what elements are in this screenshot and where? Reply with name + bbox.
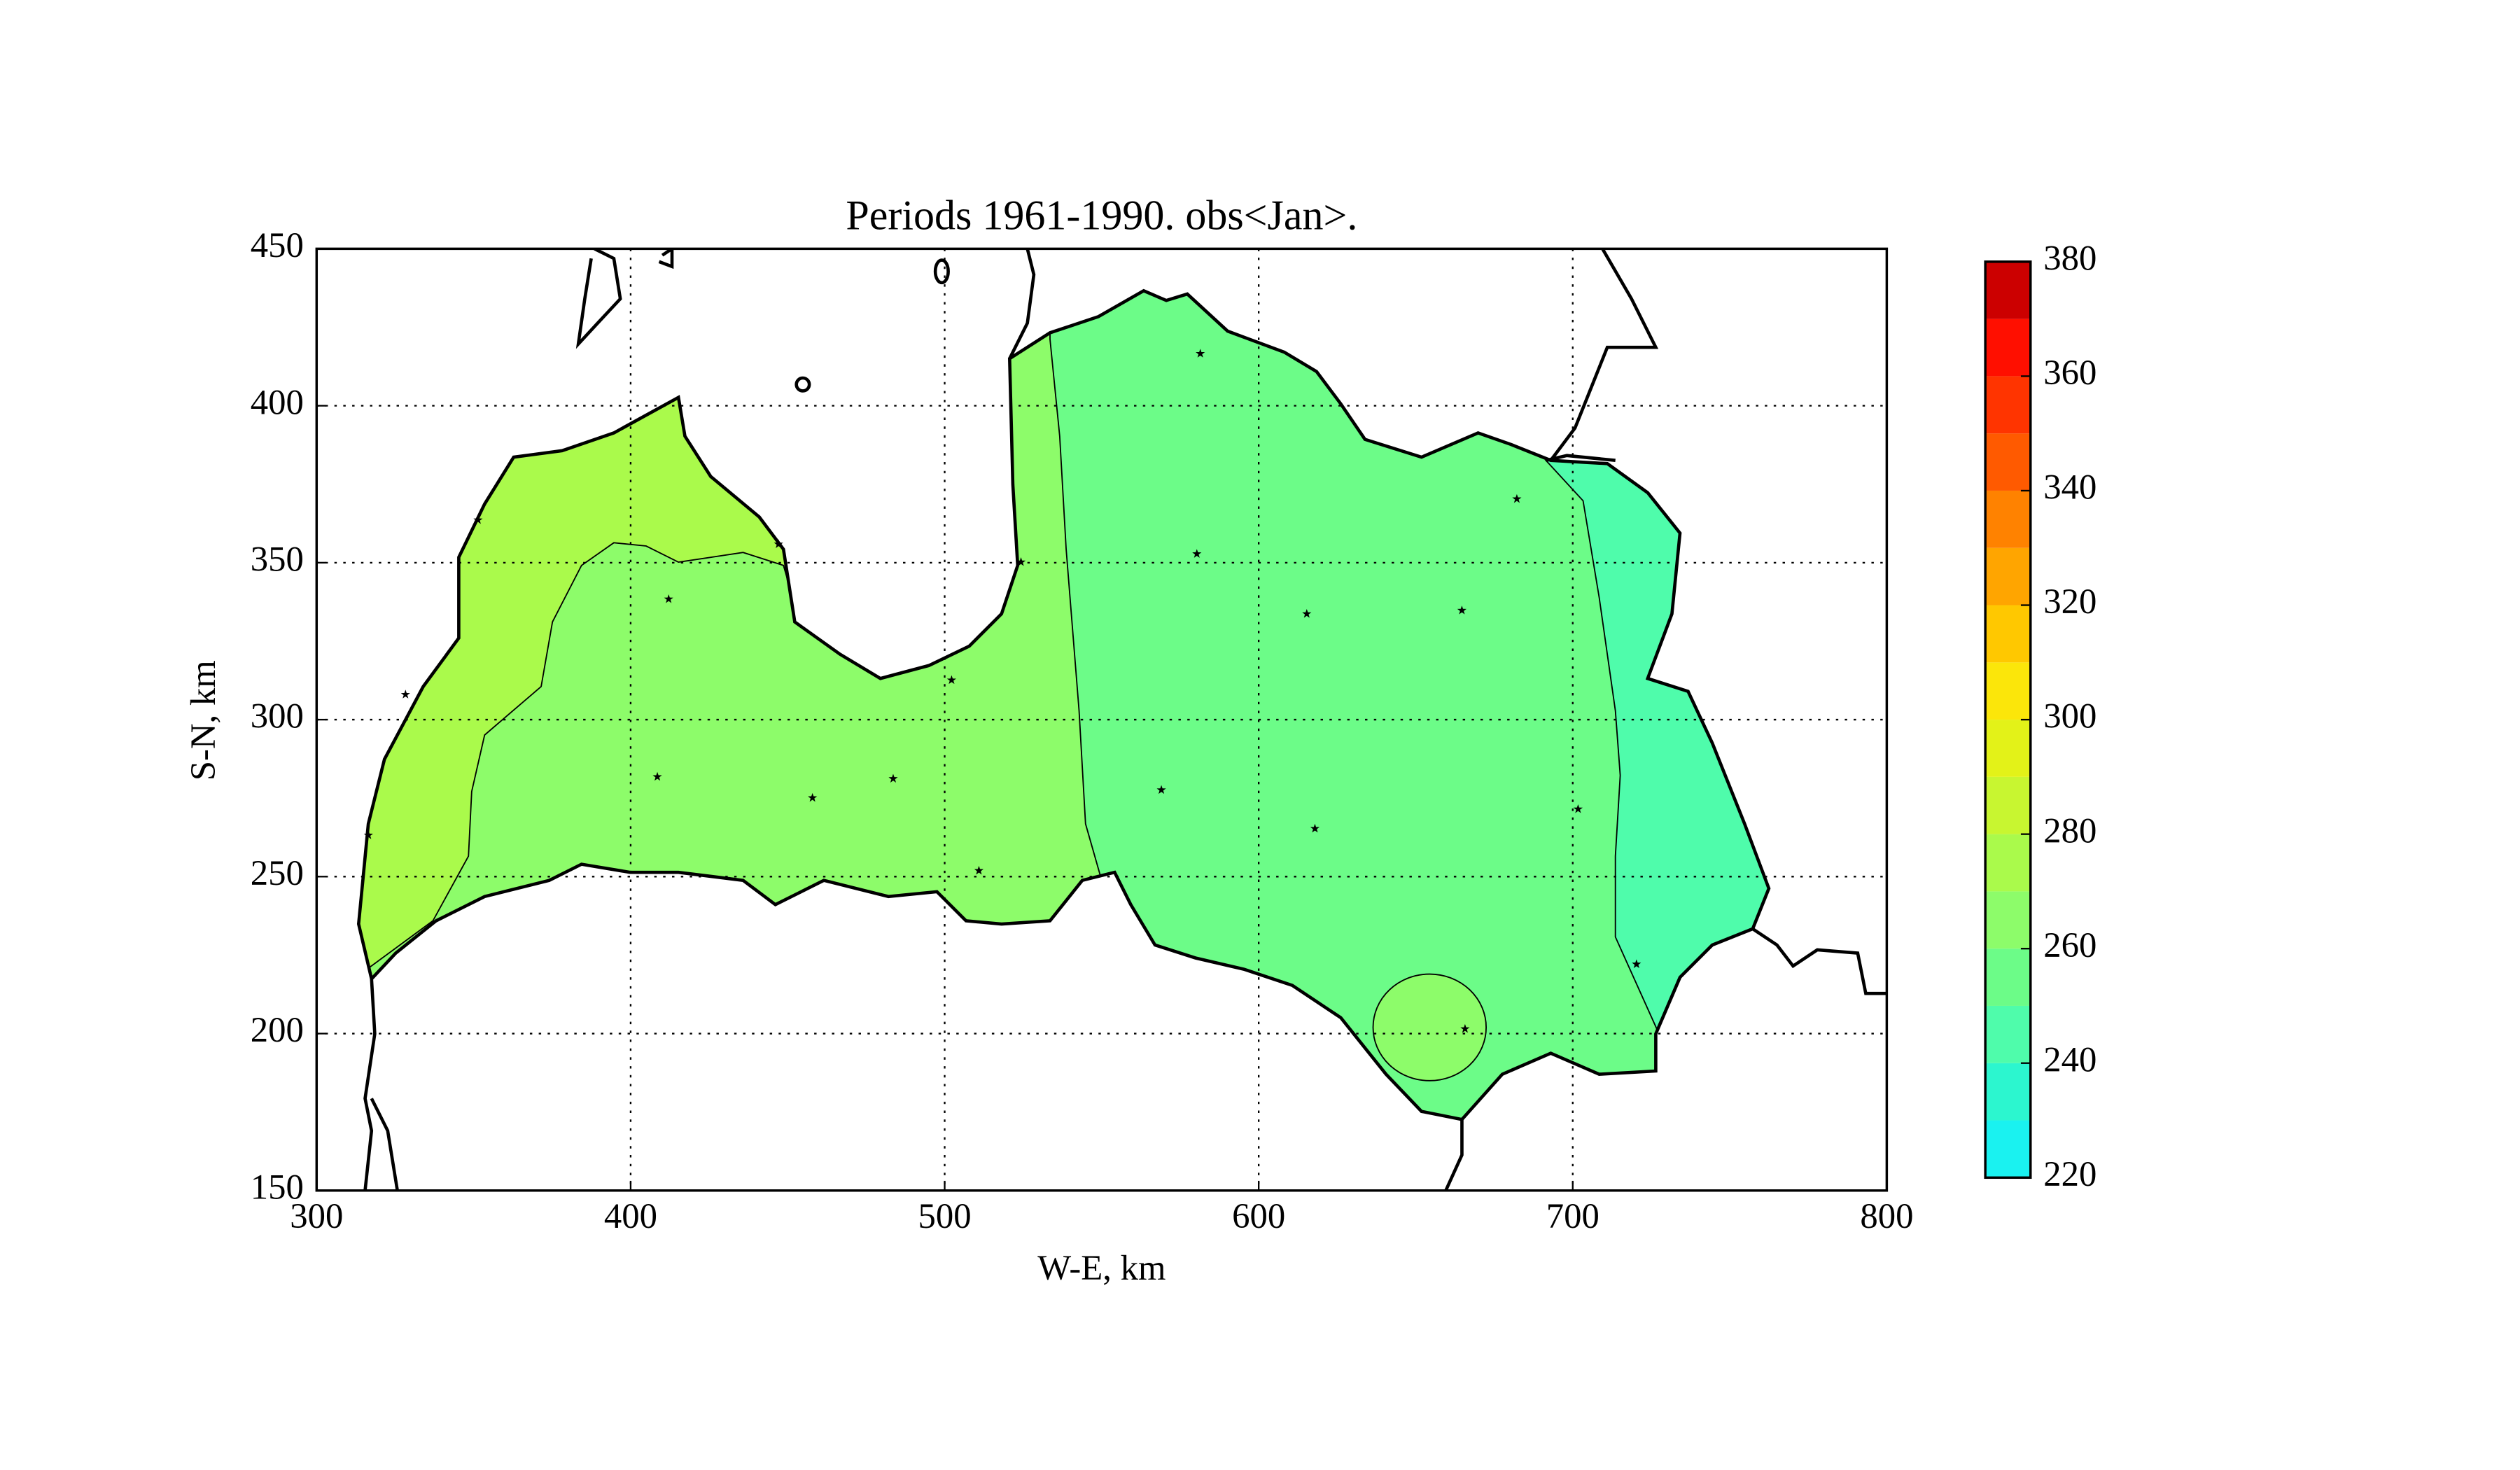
x-tick-label: 400 — [604, 1196, 657, 1236]
station — [664, 594, 673, 603]
colorbar-segment — [1985, 605, 2031, 663]
colorbar-segment — [1985, 376, 2031, 434]
colorbar-tick-label: 280 — [2043, 811, 2096, 850]
colorbar-segment — [1985, 547, 2031, 606]
x-tick-label: 700 — [1546, 1196, 1600, 1236]
y-tick-label: 250 — [251, 853, 304, 892]
island — [658, 248, 674, 270]
y-axis-label: S-N, km — [183, 660, 223, 780]
coastline — [363, 979, 377, 1191]
colorbar-segment — [1985, 318, 2031, 377]
colorbar-tick-label: 300 — [2043, 696, 2096, 736]
colorbar-segment — [1985, 1005, 2031, 1063]
coastline — [370, 1098, 399, 1191]
y-tick-label: 350 — [251, 540, 304, 579]
colorbar-tick-label: 240 — [2043, 1040, 2096, 1079]
station — [888, 774, 898, 783]
colorbar-segment — [1985, 948, 2031, 1006]
contour-region — [1372, 973, 1487, 1082]
station — [1573, 804, 1583, 813]
x-tick-label: 300 — [290, 1196, 343, 1236]
station — [652, 771, 662, 781]
colorbar: 220 240 260 280 300 320 340 360 380 — [1984, 239, 2096, 1194]
colorbar-tick-label: 260 — [2043, 925, 2096, 965]
y-tick-label: 400 — [251, 382, 304, 421]
station — [774, 539, 783, 548]
colorbar-segment — [1985, 720, 2031, 777]
station — [1192, 549, 1202, 558]
station — [1196, 349, 1205, 358]
coastline — [1549, 248, 1659, 462]
station — [1512, 493, 1522, 503]
colorbar-segment — [1985, 776, 2031, 834]
station — [946, 675, 956, 685]
colorbar-segment — [1985, 834, 2031, 892]
colorbar-segment — [1985, 662, 2031, 720]
country-border — [356, 288, 1771, 1121]
coastline — [1008, 248, 1036, 360]
station — [1460, 1023, 1470, 1033]
colorbar-tick-label: 340 — [2043, 468, 2096, 507]
station — [1310, 823, 1320, 833]
island — [575, 248, 622, 349]
colorbar-segment — [1985, 261, 2031, 319]
plot-frame — [315, 247, 1889, 1192]
x-tick-label: 600 — [1232, 1196, 1285, 1236]
station — [1016, 557, 1026, 566]
y-tick-label: 300 — [251, 696, 304, 736]
colorbar-segment — [1985, 1063, 2031, 1121]
station — [1632, 959, 1642, 969]
colorbar-tick-label: 220 — [2043, 1154, 2096, 1194]
colorbar-tick-label: 360 — [2043, 353, 2096, 392]
island — [794, 376, 811, 393]
coastline — [1444, 1119, 1464, 1191]
island — [933, 258, 950, 285]
x-tick-label: 500 — [918, 1196, 971, 1236]
colorbar-segment — [1985, 891, 2031, 949]
colorbar-tick-label: 380 — [2043, 239, 2096, 278]
y-tick-label: 200 — [251, 1010, 304, 1049]
station — [473, 514, 483, 524]
y-tick-label: 150 — [251, 1167, 304, 1206]
y-tick-label: 450 — [251, 225, 304, 265]
station — [974, 865, 984, 875]
station — [1156, 785, 1166, 794]
station — [1302, 609, 1312, 618]
colorbar-segment — [1985, 1120, 2031, 1178]
coastline — [1751, 927, 1887, 995]
chart-title: Periods 1961-1990. obs<Jan>. — [846, 192, 1357, 239]
station — [363, 830, 373, 839]
station — [400, 690, 410, 699]
station — [1457, 606, 1466, 615]
coastlines — [356, 248, 1887, 1191]
colorbar-segment — [1985, 490, 2031, 548]
stations — [363, 349, 1642, 1033]
x-tick-label: 800 — [1860, 1196, 1913, 1236]
colorbar-tick-label: 320 — [2043, 582, 2096, 621]
station — [808, 792, 818, 802]
colorbar-segment — [1985, 433, 2031, 491]
x-axis-label: W-E, km — [1037, 1248, 1166, 1287]
